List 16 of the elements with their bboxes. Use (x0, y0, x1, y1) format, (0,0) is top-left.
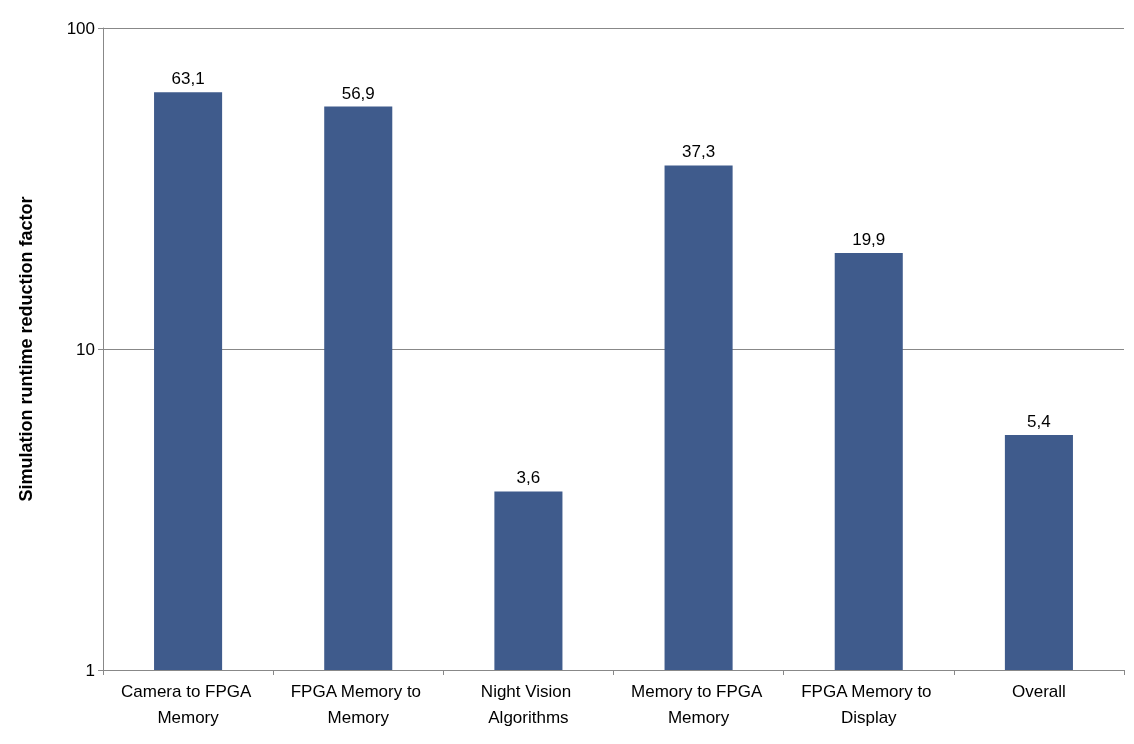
x-tick-label: Memory to FPGA Memory (631, 681, 767, 727)
y-axis-title: Simulation runtime reduction factor (16, 196, 36, 502)
data-label: 3,6 (516, 468, 541, 488)
data-label: 19,9 (852, 230, 886, 250)
y-tick-label: 1 (85, 660, 95, 680)
data-label: 37,3 (682, 142, 716, 162)
data-label: 56,9 (341, 83, 375, 103)
x-tick-label: Camera to FPGA Memory (121, 681, 256, 727)
y-tick-label: 100 (66, 18, 95, 38)
x-tick-label: Night Vision Algorithms (480, 681, 576, 727)
y-tick-label: 10 (76, 339, 95, 359)
x-tick-label: Overall (1011, 681, 1066, 701)
x-tick-label: FPGA Memory to Display (801, 681, 937, 727)
data-label: 5,4 (1027, 411, 1051, 431)
data-label: 63,1 (171, 69, 205, 89)
x-tick-label: FPGA Memory to Memory (290, 681, 426, 727)
